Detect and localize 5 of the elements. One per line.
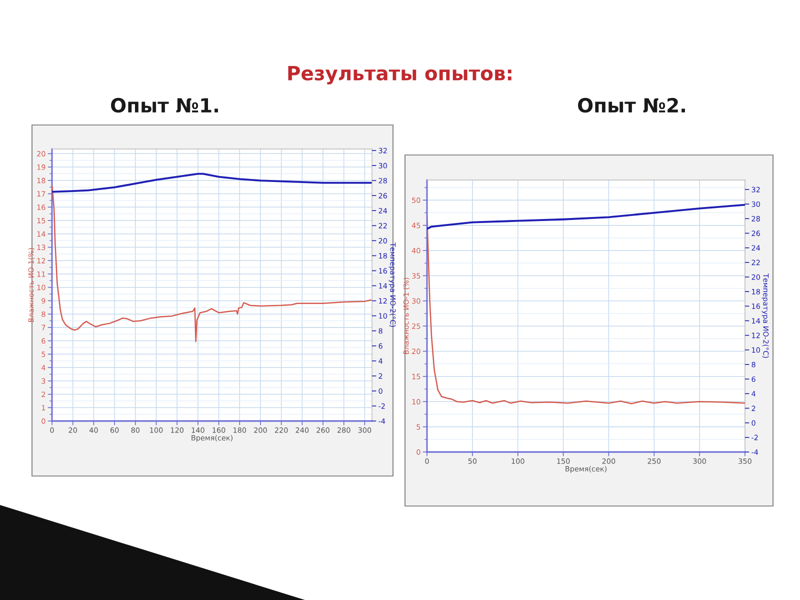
line-series (427, 216, 745, 404)
line-series (52, 185, 372, 342)
chart-subtitle: Опыт №1. (111, 98, 218, 113)
chart-title: Результаты опытов: (288, 66, 512, 84)
chart-title: Опыт №2. (578, 98, 685, 113)
